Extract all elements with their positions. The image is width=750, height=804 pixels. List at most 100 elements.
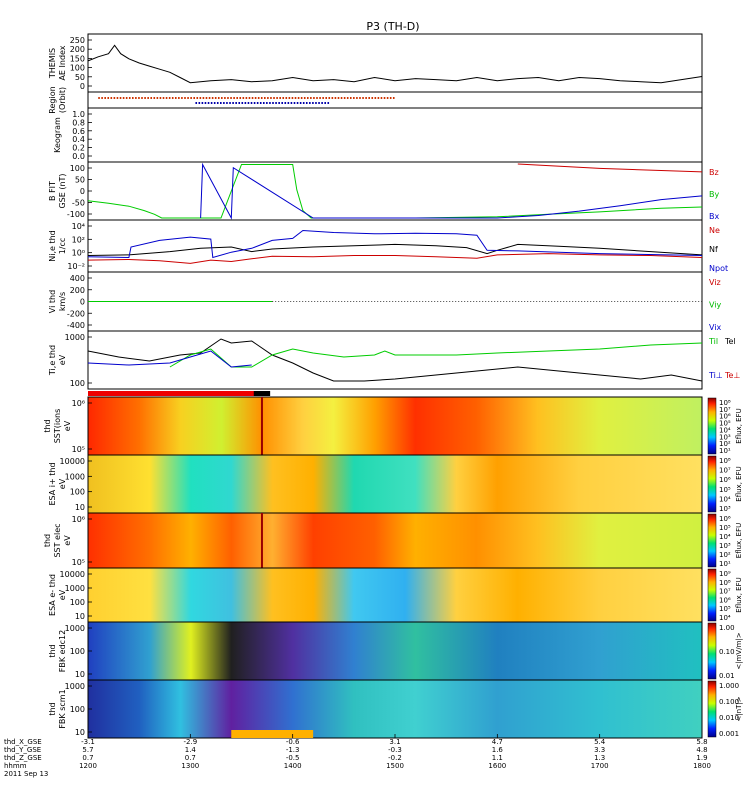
ytick-label: 0.4: [72, 135, 85, 144]
xaxis-value: 1.9: [696, 754, 707, 762]
region-mark: [141, 97, 143, 99]
ytick-label: 10000: [60, 570, 85, 579]
panel-12: thd FBK edc12 1.00 0.10 0.01<|mV/m|> 1000 100 1…: [48, 621, 743, 681]
region-mark: [269, 102, 271, 104]
region-mark: [300, 97, 303, 99]
region-mark: [270, 97, 272, 99]
region-mark: [386, 97, 389, 99]
region-mark: [214, 97, 217, 99]
region-mark: [368, 97, 370, 99]
xaxis-value: 1800: [693, 762, 711, 770]
ytick-label: 10⁶: [72, 399, 85, 408]
ytick-label: 10⁴: [72, 222, 85, 231]
panel-ylabel: thd: [43, 419, 52, 432]
region-mark: [232, 102, 234, 104]
ytick-label: -200: [67, 309, 85, 318]
region-mark: [144, 97, 146, 99]
region-mark: [325, 97, 328, 99]
region-mark: [279, 97, 281, 99]
region-mark: [159, 97, 162, 99]
ytick-label: 10⁰: [72, 249, 85, 258]
region-mark: [181, 97, 183, 99]
colorbar-tick: 10⁶: [719, 413, 731, 421]
region-mark: [202, 97, 205, 99]
colorbar: [707, 680, 717, 738]
ytick-label: 50: [75, 73, 85, 82]
ytick-label: 100: [70, 488, 85, 497]
colorbar-tick: 10⁴: [719, 533, 731, 541]
region-mark: [223, 102, 225, 104]
region-mark: [276, 97, 278, 99]
spectrogram: [88, 568, 702, 622]
region-mark: [324, 102, 326, 104]
colorbar: [707, 513, 717, 568]
xaxis-value: -2.9: [183, 738, 197, 746]
region-mark: [256, 102, 259, 104]
colorbar-tick: 10⁵: [719, 524, 731, 532]
ytick-label: 0: [80, 187, 85, 196]
xaxis-value: 1500: [386, 762, 404, 770]
ytick-label: 0.0: [72, 152, 85, 161]
panel-ylabel: ESA i+ thd: [48, 462, 57, 505]
series-line: [87, 350, 252, 368]
region-mark: [221, 97, 223, 99]
panel-4: B FIT GSE (nT)100 50 0 -50 -100 Bz By Bx: [48, 161, 719, 221]
region-mark: [284, 102, 287, 104]
region-mark: [272, 102, 274, 104]
xaxis-row-label: thd_X_GSE: [4, 738, 42, 746]
xaxis-value: 5.8: [696, 738, 707, 746]
ytick-label: 10⁵: [72, 558, 85, 567]
panel-frame: [87, 219, 703, 273]
ytick-label: 10²: [72, 235, 85, 244]
spectrogram: [88, 622, 702, 680]
region-mark: [229, 102, 231, 104]
region-mark: [233, 97, 235, 99]
spectrogram: [88, 680, 702, 738]
region-mark: [250, 102, 253, 104]
region-mark: [267, 97, 269, 99]
colorbar-label: Eflux, EFU: [735, 466, 743, 501]
region-mark: [245, 97, 248, 99]
colorbar-tick: 10⁴: [719, 614, 731, 622]
ytick-label: 10: [75, 503, 85, 512]
panel-3: Keogram 1.00.80.60.40.20.0: [53, 107, 703, 163]
xaxis-value: -0.3: [388, 746, 402, 754]
xaxis-value: 3.1: [389, 738, 400, 746]
colorbar-label: <|mV/m|>: [735, 632, 743, 669]
region-mark: [392, 97, 395, 99]
orbit-status-bar: [253, 391, 271, 396]
spectrogram-band: [231, 730, 314, 738]
ytick-label: -50: [72, 199, 85, 208]
legend-label: Bz: [709, 168, 719, 177]
legend-label: Viy: [709, 301, 722, 310]
colorbar-tick: 10⁴: [719, 426, 731, 434]
colorbar-tick: 10¹: [719, 447, 731, 455]
colorbar-tick: 10⁶: [719, 596, 731, 604]
panel-ylabel: eV: [63, 535, 72, 546]
region-mark: [150, 97, 153, 99]
region-mark: [211, 97, 214, 99]
xaxis-value: -0.5: [286, 754, 300, 762]
region-mark: [187, 97, 189, 99]
region-mark: [365, 97, 367, 99]
series-line: [87, 229, 703, 259]
region-mark: [327, 102, 330, 104]
ytick-label: 10⁵: [72, 445, 85, 454]
panel-ylabel: Keogram: [53, 117, 62, 153]
region-mark: [156, 97, 159, 99]
ytick-label: 100: [70, 379, 85, 388]
region-mark: [132, 97, 134, 99]
region-mark: [275, 102, 277, 104]
region-mark: [296, 102, 299, 104]
panel-frame: [87, 33, 703, 93]
series-line: [87, 338, 703, 382]
colorbar: [707, 455, 717, 513]
region-mark: [266, 102, 268, 104]
region-mark: [259, 102, 262, 104]
region-mark: [299, 102, 302, 104]
panel-ylabel: Vi thd: [48, 290, 57, 313]
region-mark: [220, 102, 222, 104]
region-mark: [257, 97, 260, 99]
xaxis-row-label: 2011 Sep 13: [4, 770, 48, 778]
